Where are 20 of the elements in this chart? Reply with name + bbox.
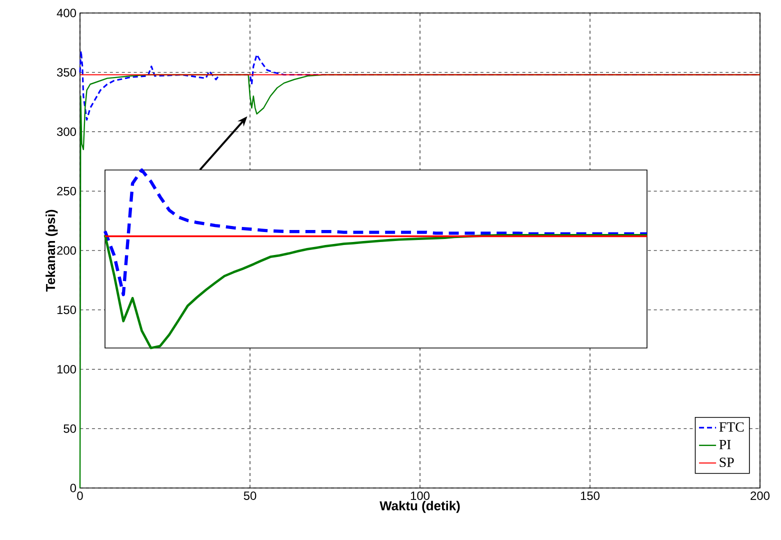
x-tick-label: 0	[77, 492, 83, 500]
y-tick-label: 50	[64, 424, 76, 433]
y-tick-label: 350	[56, 68, 76, 77]
y-tick-label: 250	[57, 186, 76, 196]
legend-label: PI	[719, 440, 731, 450]
x-tick-label: 200	[750, 492, 770, 500]
y-tick-label: 400	[56, 8, 76, 18]
legend-label: SP	[720, 458, 734, 468]
y-tick-label: 0	[70, 484, 76, 492]
y-tick-label: 200	[57, 246, 76, 255]
x-tick-label: 150	[580, 492, 600, 500]
x-axis-title: Waktu (detik)	[380, 500, 460, 513]
y-axis-title: Tekanan (psi)	[46, 210, 58, 292]
x-tick-label: 50	[244, 492, 256, 500]
y-tick-label: 100	[57, 365, 76, 374]
y-tick-label: 300	[56, 128, 76, 136]
x-tick-label: 100	[410, 492, 430, 500]
legend-label: FTC	[719, 422, 744, 432]
y-tick-label: 150	[57, 306, 76, 314]
line-series	[79, 74, 761, 489]
